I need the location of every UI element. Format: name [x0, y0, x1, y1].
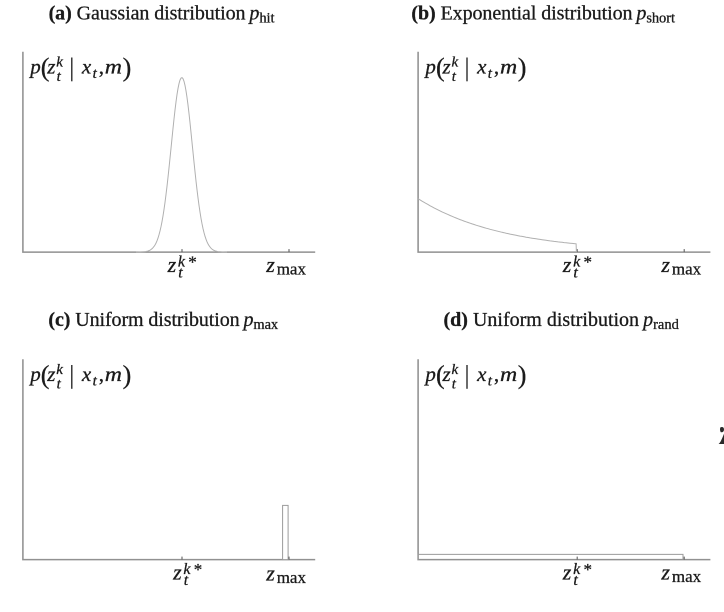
svg-text:,: , — [99, 362, 104, 386]
svg-text:p: p — [423, 362, 436, 386]
svg-text:p: p — [423, 55, 436, 79]
svg-text:z: z — [442, 362, 451, 386]
svg-text:(: ( — [41, 361, 50, 390]
svg-text:): ) — [518, 53, 527, 82]
svg-text:z: z — [46, 55, 55, 79]
svg-text:,: , — [494, 362, 499, 386]
svg-text:m: m — [500, 362, 517, 386]
svg-text:x: x — [81, 55, 92, 79]
svg-text:m: m — [105, 55, 122, 79]
svg-text:m: m — [105, 362, 122, 386]
svg-text:*: * — [584, 253, 593, 272]
svg-text:z: z — [442, 55, 451, 79]
svg-text:t: t — [573, 265, 578, 282]
svg-text:z: z — [172, 559, 182, 584]
svg-text:k: k — [178, 253, 186, 270]
svg-text:t: t — [488, 373, 493, 389]
svg-text:z: z — [265, 561, 275, 586]
svg-text:t: t — [452, 377, 457, 393]
svg-text:*: * — [584, 560, 593, 579]
svg-text:(d) Uniform distribution prand: (d) Uniform distribution prand — [444, 309, 680, 333]
svg-text:m: m — [500, 55, 517, 79]
svg-text:z: z — [46, 362, 55, 386]
svg-text:,: , — [99, 55, 104, 79]
svg-text:k: k — [452, 54, 459, 70]
svg-text:k: k — [56, 54, 63, 70]
svg-text:z: z — [265, 252, 275, 277]
svg-text:t: t — [573, 572, 578, 589]
svg-text:(: ( — [436, 53, 445, 82]
svg-text:max: max — [277, 260, 307, 279]
svg-text:*: * — [194, 560, 203, 579]
svg-text:p: p — [28, 55, 41, 79]
svg-text:t: t — [57, 377, 62, 393]
svg-text:z: z — [562, 252, 572, 277]
svg-text:z: z — [167, 252, 177, 277]
svg-text:): ) — [123, 361, 132, 390]
svg-text:t: t — [488, 66, 493, 82]
svg-text:z: z — [660, 560, 670, 585]
svg-text:(b) Exponential distribution p: (b) Exponential distribution pshort — [411, 2, 675, 26]
svg-text:(c) Uniform distribution pmax: (c) Uniform distribution pmax — [48, 309, 279, 333]
svg-text:max: max — [277, 568, 307, 587]
svg-text:max: max — [672, 567, 702, 586]
svg-text:t: t — [178, 265, 183, 282]
svg-text:t: t — [184, 572, 189, 589]
svg-text:k: k — [573, 561, 581, 578]
svg-text:p: p — [28, 362, 41, 386]
svg-text:x: x — [476, 362, 487, 386]
svg-text:): ) — [518, 361, 527, 390]
svg-text:(: ( — [436, 361, 445, 390]
svg-text:*: * — [188, 253, 197, 272]
svg-text:(a) Gaussian distribution phit: (a) Gaussian distribution phit — [49, 2, 275, 26]
svg-text:z: z — [660, 252, 670, 277]
svg-text:x: x — [476, 55, 487, 79]
svg-text:k: k — [452, 362, 459, 378]
svg-text:t: t — [93, 66, 98, 82]
svg-text:t: t — [452, 69, 457, 85]
svg-text:t: t — [93, 373, 98, 389]
svg-text:(: ( — [41, 53, 50, 82]
svg-text:t: t — [57, 69, 62, 85]
svg-text:): ) — [123, 53, 132, 82]
svg-text:x: x — [81, 362, 92, 386]
svg-text:k: k — [56, 362, 63, 378]
svg-text:k: k — [183, 561, 191, 578]
svg-text:max: max — [672, 260, 702, 279]
svg-text:,: , — [494, 55, 499, 79]
svg-text:z: z — [562, 559, 572, 584]
svg-text:k: k — [573, 253, 581, 270]
